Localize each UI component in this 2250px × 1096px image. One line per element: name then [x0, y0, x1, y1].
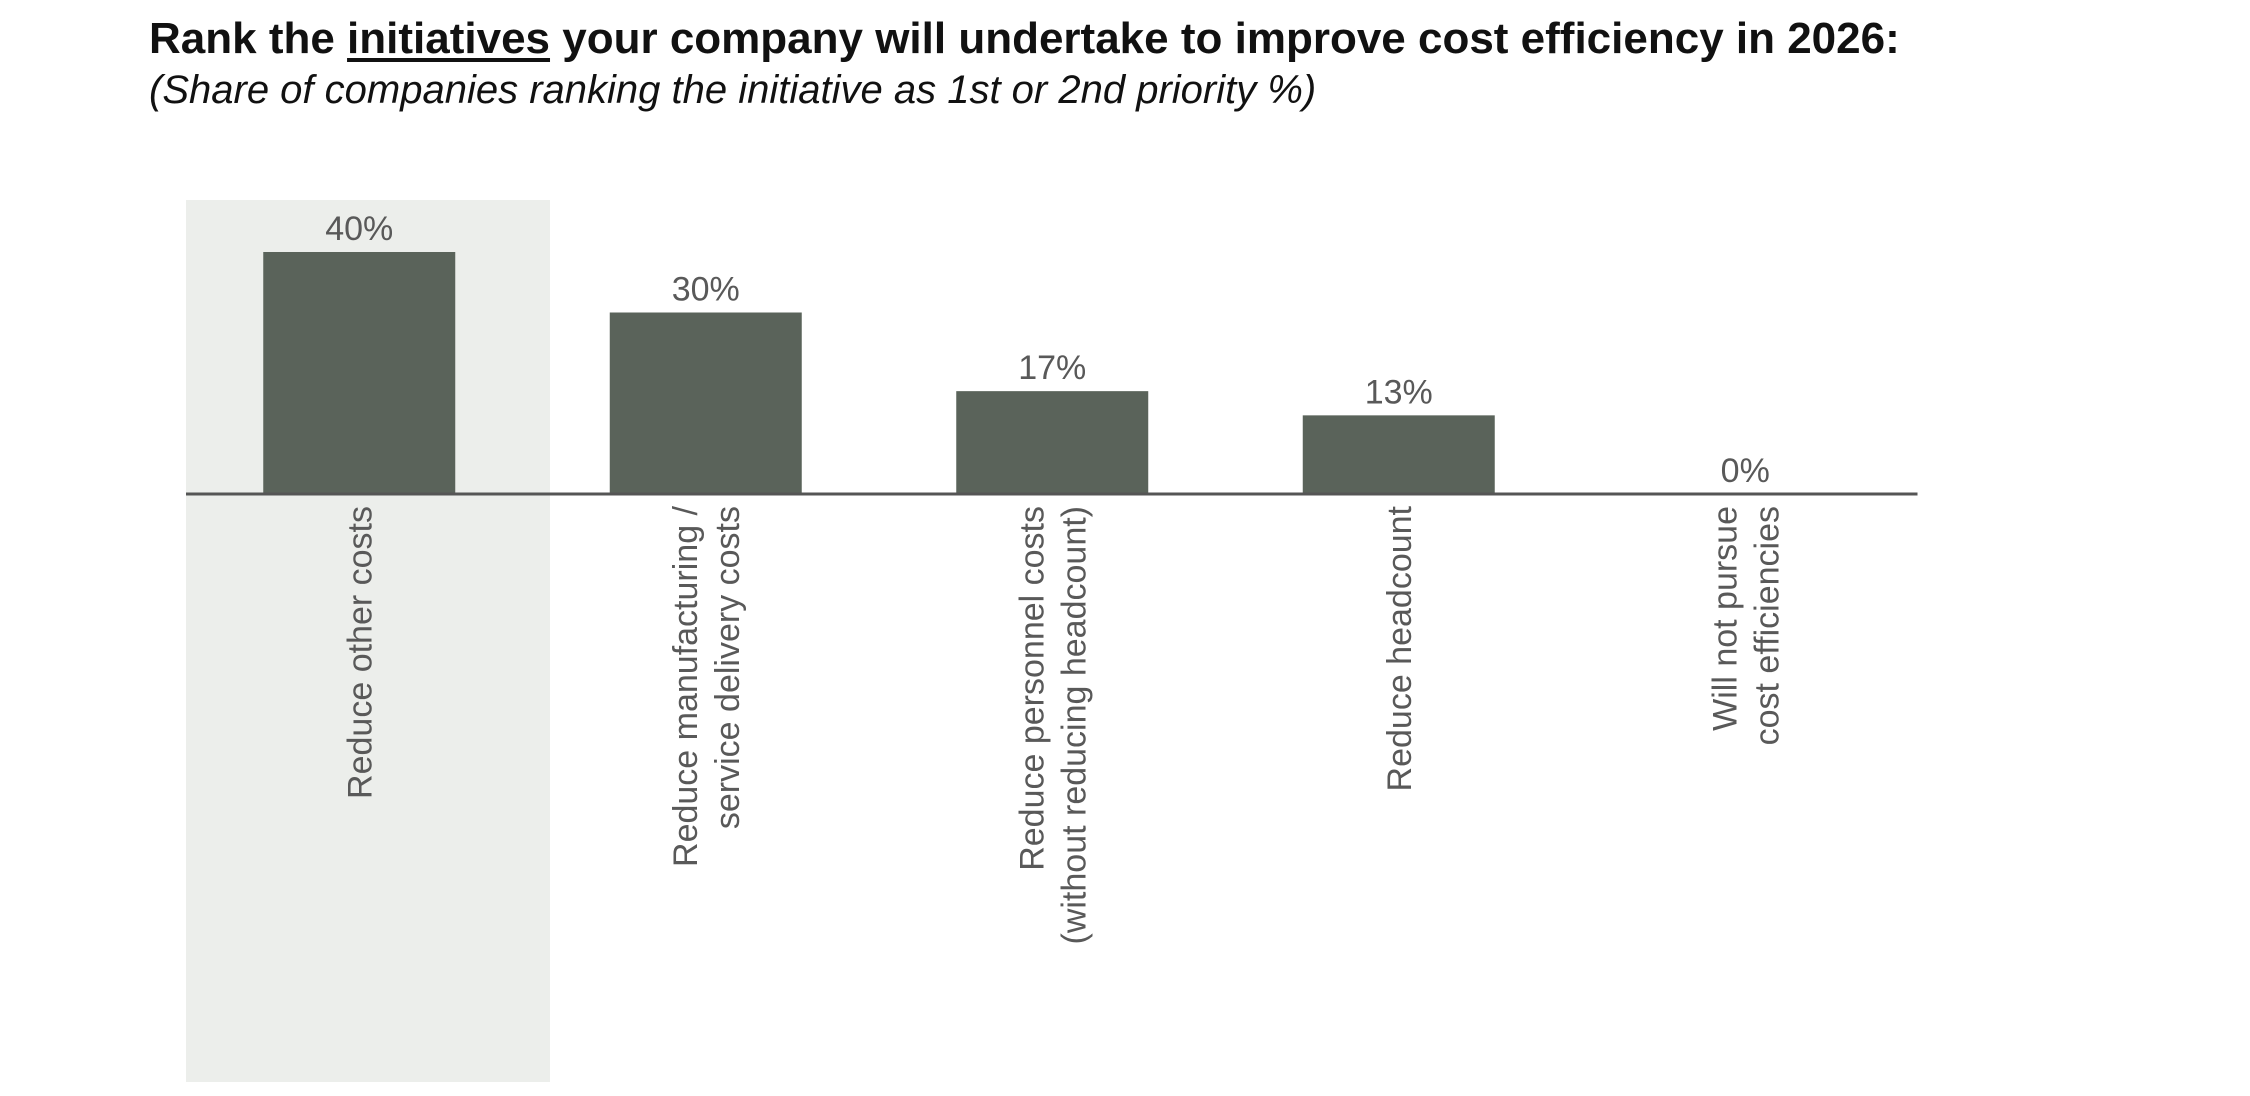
- category-label-line: Reduce other costs: [341, 506, 379, 799]
- category-label: Reduce other costs: [341, 506, 379, 799]
- title-part: Rank the: [149, 14, 348, 63]
- category-label-line: cost efficiencies: [1748, 506, 1786, 745]
- category-label-line: Reduce personnel costs: [1013, 506, 1051, 871]
- category-label-line: Reduce headcount: [1381, 505, 1419, 791]
- chart-title: Rank the initiatives your company will u…: [149, 14, 1900, 64]
- category-label: Reduce headcount: [1381, 505, 1419, 791]
- data-label: 17%: [1018, 349, 1086, 387]
- data-label: 13%: [1365, 373, 1433, 411]
- title-emphasis: initiatives: [347, 14, 551, 63]
- data-label: 0%: [1721, 452, 1770, 490]
- bar: [263, 252, 456, 494]
- data-label: 30%: [672, 271, 740, 309]
- category-label-line: Reduce manufacturing /: [667, 505, 705, 867]
- category-label-line: Will not pursue: [1706, 506, 1744, 731]
- bar: [1302, 415, 1495, 494]
- chart-subtitle: (Share of companies ranking the initiati…: [149, 68, 1317, 112]
- category-label: Reduce manufacturing / service delivery c…: [667, 505, 747, 867]
- bar: [956, 391, 1149, 494]
- category-label: Reduce personnel costs (without reducing …: [1013, 506, 1093, 945]
- category-label-line: service delivery costs: [709, 506, 747, 829]
- data-label: 40%: [325, 210, 393, 248]
- bar: [609, 312, 802, 494]
- title-part: your company will undertake to improve c…: [550, 14, 1900, 63]
- category-label: Will not pursue cost efficiencies: [1706, 506, 1786, 745]
- category-label-line: (without reducing headcount): [1055, 506, 1093, 945]
